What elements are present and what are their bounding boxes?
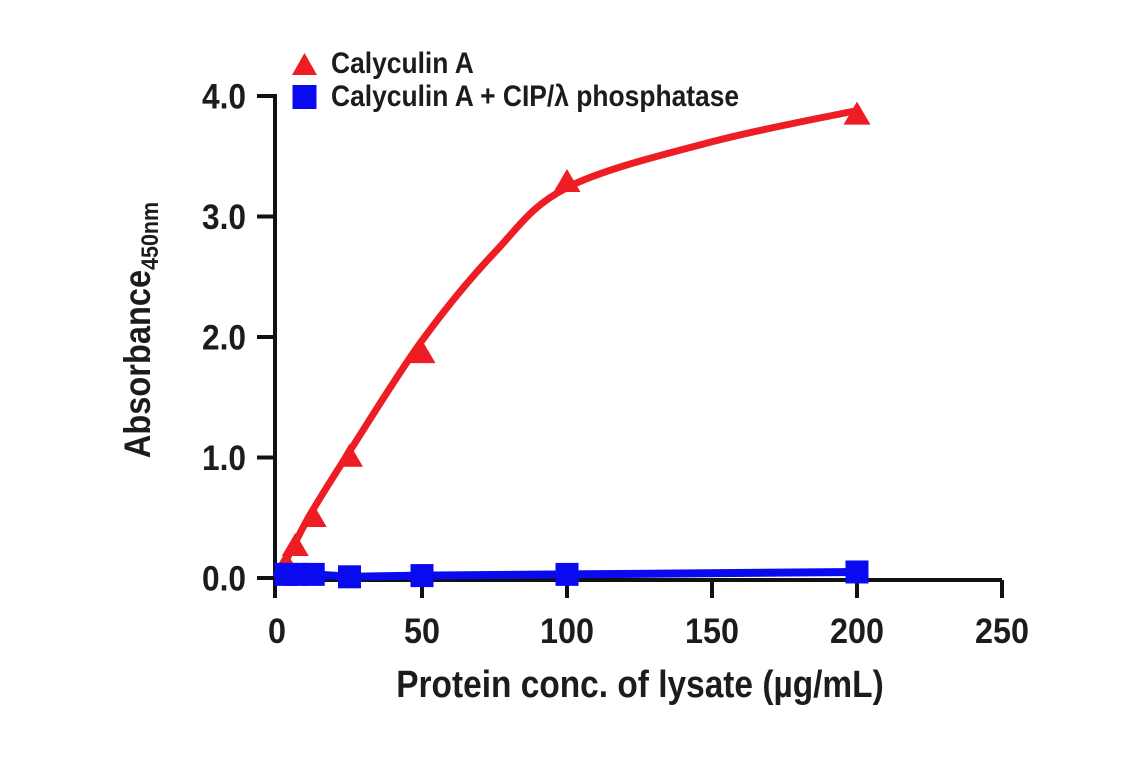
y-tick-label: 0.0	[202, 560, 246, 599]
y-axis-title-text: Absorbance	[116, 269, 158, 459]
x-tick-label: 250	[975, 612, 1029, 651]
y-tick-label: 1.0	[202, 439, 246, 478]
x-tick-label: 50	[404, 612, 440, 651]
data-point-square	[301, 562, 325, 586]
data-point-square	[410, 564, 434, 588]
data-point-triangle	[843, 101, 871, 125]
y-tick-label: 4.0	[202, 78, 246, 117]
legend-label-calyculin-a-phosphatase: Calyculin A + CIP/λ phosphatase	[331, 80, 740, 113]
legend-item-calyculin-a: Calyculin A	[291, 47, 795, 80]
data-point-triangle	[299, 504, 327, 528]
x-tick-label: 0	[268, 612, 286, 651]
data-point-square	[338, 565, 361, 589]
axes	[257, 94, 1004, 598]
tick-labels: 0.0 1.0 2.0 3.0 4.0 0 50 100 150 200 250	[202, 78, 1029, 652]
series-calyculin-a-phosphatase	[273, 560, 869, 589]
data-point-triangle	[553, 169, 581, 193]
x-tick-label: 150	[685, 612, 739, 651]
legend-label-calyculin-a: Calyculin A	[331, 47, 474, 80]
data-point-square	[845, 560, 869, 584]
legend: Calyculin A Calyculin A + CIP/λ phosphat…	[291, 47, 795, 113]
x-axis-title-text: Protein conc. of lysate (µg/mL)	[396, 664, 884, 706]
triangle-marker-icon	[292, 53, 317, 75]
y-axis-title-subscript: 450nm	[137, 201, 165, 270]
y-tick-label: 2.0	[202, 319, 246, 358]
series-calyculin-a	[272, 101, 871, 580]
data-point-triangle	[408, 340, 436, 364]
legend-item-calyculin-a-phosphatase: Calyculin A + CIP/λ phosphatase	[291, 80, 795, 113]
x-tick-label: 200	[830, 612, 884, 651]
data-point-triangle	[336, 443, 363, 467]
data-point-square	[555, 562, 579, 586]
square-marker-icon	[292, 85, 317, 109]
data-point-triangle	[281, 532, 309, 556]
y-tick-label: 3.0	[202, 198, 246, 237]
data-point-square	[283, 562, 307, 586]
x-tick-label: 100	[540, 612, 594, 651]
x-axis-title: Protein conc. of lysate (µg/mL)	[277, 664, 1003, 707]
